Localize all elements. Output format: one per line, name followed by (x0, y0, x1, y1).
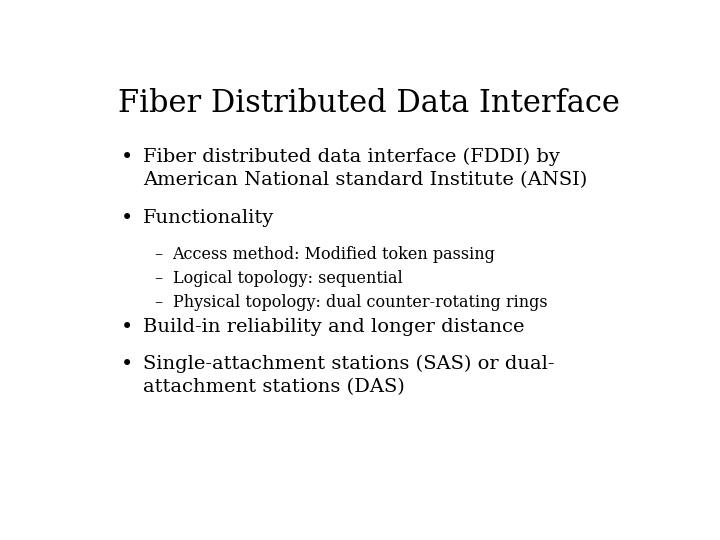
Text: Functionality: Functionality (143, 210, 274, 227)
Text: Build-in reliability and longer distance: Build-in reliability and longer distance (143, 319, 524, 336)
Text: Logical topology: sequential: Logical topology: sequential (173, 270, 402, 287)
Text: Fiber distributed data interface (FDDI) by
American National standard Institute : Fiber distributed data interface (FDDI) … (143, 148, 588, 189)
Text: •: • (121, 210, 133, 228)
Text: •: • (121, 148, 133, 167)
Text: Single-attachment stations (SAS) or dual-
attachment stations (DAS): Single-attachment stations (SAS) or dual… (143, 355, 554, 396)
Text: Physical topology: dual counter-rotating rings: Physical topology: dual counter-rotating… (173, 294, 547, 312)
Text: –: – (154, 270, 162, 287)
Text: •: • (121, 355, 133, 374)
Text: Access method: Modified token passing: Access method: Modified token passing (173, 246, 495, 263)
Text: –: – (154, 294, 162, 312)
Text: •: • (121, 319, 133, 338)
Text: Fiber Distributed Data Interface: Fiber Distributed Data Interface (118, 87, 620, 119)
Text: –: – (154, 246, 162, 263)
